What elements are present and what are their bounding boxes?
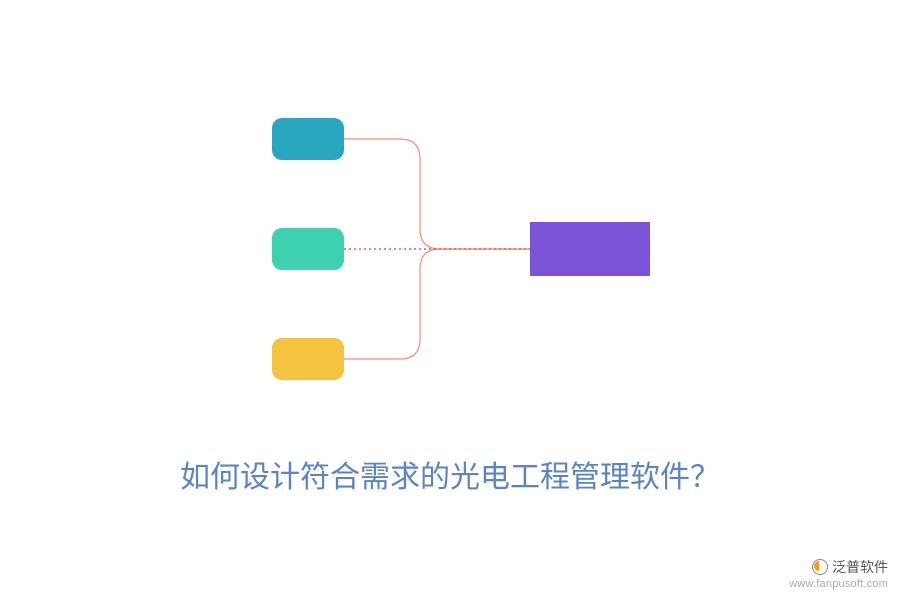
node-n3 [272,338,344,380]
edge-n3-target [344,249,530,359]
diagram-title: 如何设计符合需求的光电工程管理软件？ [0,452,900,496]
connectors-layer [0,0,900,600]
node-target [530,222,650,276]
diagram-canvas: 如何设计符合需求的光电工程管理软件？ 泛普软件 www.fanpusoft.co… [0,0,900,600]
watermark-brand: 泛普软件 [789,557,888,577]
watermark-url: www.fanpusoft.com [789,578,888,590]
node-n2 [272,228,344,270]
brand-logo-icon [812,559,828,575]
watermark-brand-text: 泛普软件 [832,557,888,577]
watermark: 泛普软件 www.fanpusoft.com [789,557,888,590]
edge-n1-target [344,139,530,249]
node-n1 [272,118,344,160]
